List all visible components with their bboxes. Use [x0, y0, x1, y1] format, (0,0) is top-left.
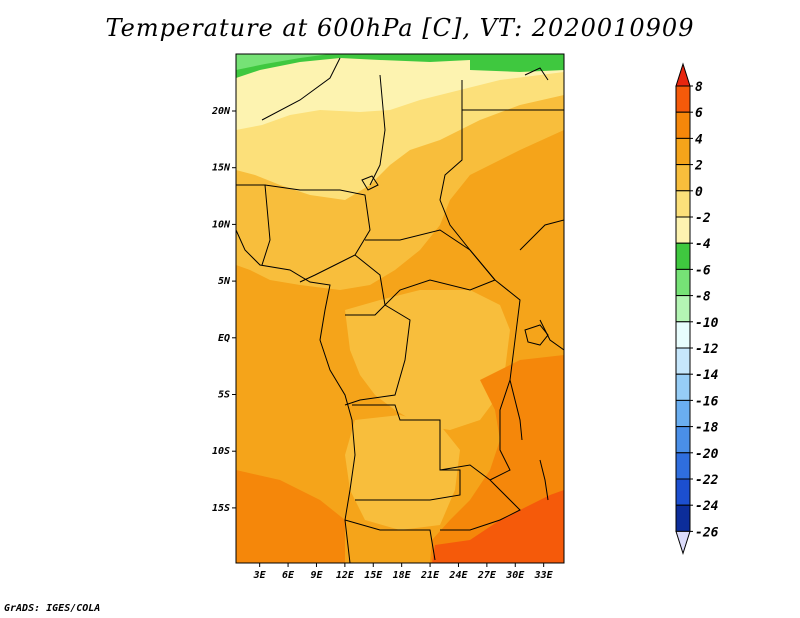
border-east-edge [524, 67, 549, 81]
lat-label: EQ [218, 333, 230, 344]
border-angola [352, 404, 461, 501]
map-frame [235, 53, 565, 564]
colorbar-bottom-triangle [675, 530, 691, 556]
colorbar-label: -12 [695, 342, 719, 357]
lat-label: 15N [212, 163, 231, 174]
border-drc-east [489, 279, 521, 481]
latitude-labels: 20N 15N 10N 5N EQ 5S 10S 15S [211, 106, 236, 514]
colorbar-box [675, 504, 691, 532]
field-band-4-6-west [236, 470, 345, 563]
colorbar-box [675, 137, 691, 166]
colorbar-box [675, 242, 691, 270]
field-band-m6-m4 [236, 54, 564, 78]
colorbar-label: -20 [695, 447, 719, 462]
colorbar-label: -14 [695, 368, 719, 383]
lon-label: 15E [364, 570, 383, 581]
colorbar-label: -22 [695, 473, 719, 488]
colorbar-top-triangle [675, 62, 691, 87]
border-kenya [539, 319, 564, 351]
country-borders [236, 57, 564, 563]
border-zambia [439, 464, 521, 531]
colorbar-label: -8 [695, 290, 711, 305]
colorbar-box [675, 373, 691, 401]
lon-label: 9E [310, 570, 323, 581]
border-mali-niger [236, 184, 271, 266]
field-band-6-8 [432, 490, 564, 563]
colorbar-box [675, 111, 691, 139]
border-libya-chad [369, 74, 386, 186]
field-band-0-2-angola [345, 415, 460, 530]
field-band-m8-m6 [236, 54, 330, 70]
temperature-field [236, 54, 564, 563]
colorbar-box [675, 268, 691, 297]
colorbar-box [675, 452, 691, 480]
map-title: Temperature at 600hPa [C], VT: 202001090… [105, 14, 695, 42]
colorbar-label: 4 [695, 132, 703, 147]
lat-label: 10S [212, 446, 230, 457]
colorbar-box [675, 399, 691, 428]
lat-label: 20N [211, 106, 231, 117]
lat-label: 15S [212, 503, 230, 514]
lake-malawi [539, 459, 549, 501]
colorbar-box [675, 321, 691, 349]
lon-label: 12E [336, 570, 355, 581]
colorbar-label: 8 [695, 80, 703, 95]
border-ethiopia [519, 219, 564, 251]
colorbar-label: 6 [695, 106, 703, 121]
colorbar-label: -26 [695, 525, 719, 540]
lon-label: 3E [253, 570, 267, 581]
lat-label: 5S [218, 390, 230, 401]
colorbar-box [675, 216, 691, 244]
grads-credit: GrADS: IGES/COLA [4, 603, 101, 614]
lat-label: 10N [212, 219, 231, 230]
lon-label: 27E [477, 570, 497, 581]
lon-label: 33E [534, 570, 554, 581]
colorbar-box [675, 426, 691, 454]
border-south [344, 519, 436, 561]
colorbar-label: 0 [695, 185, 703, 200]
colorbar-box [675, 164, 691, 192]
border-nigeria [264, 184, 371, 283]
colorbar: 8 6 4 2 0 -2 -4 -6 -8 -10 -12 -14 -16 -18 -20 -22 -24 -26 [675, 62, 719, 556]
lon-label: 21E [420, 570, 440, 581]
lon-label: 24E [448, 570, 468, 581]
colorbar-box [675, 190, 691, 218]
colorbar-label: -24 [695, 499, 719, 514]
longitude-labels: 3E 6E 9E 12E 15E 18E 21E 24E 27E 30E 33E [253, 563, 554, 581]
lake-victoria [524, 324, 549, 346]
colorbar-box [675, 347, 691, 375]
colorbar-label: -10 [695, 316, 719, 331]
lon-label: 30E [505, 570, 525, 581]
border-drc-west [344, 304, 411, 406]
border-niger-north [261, 57, 341, 121]
colorbar-label: -18 [695, 421, 719, 436]
field-band-0-2-congo [345, 290, 510, 430]
colorbar-box [675, 295, 691, 323]
lon-label: 6E [282, 570, 295, 581]
coastline-west [236, 229, 356, 563]
colorbar-box [675, 85, 691, 113]
colorbar-label: -16 [695, 394, 719, 409]
colorbar-label: -6 [695, 263, 711, 278]
lat-label: 5N [218, 276, 231, 287]
colorbar-box [675, 478, 691, 506]
colorbar-label: -4 [695, 237, 711, 252]
lake-tanganyika [509, 379, 523, 441]
colorbar-label: 2 [694, 159, 703, 174]
lake-chad [361, 175, 379, 191]
field-band-m4-m2 [236, 54, 564, 130]
colorbar-label: -2 [695, 211, 711, 226]
lon-label: 18E [393, 570, 412, 581]
